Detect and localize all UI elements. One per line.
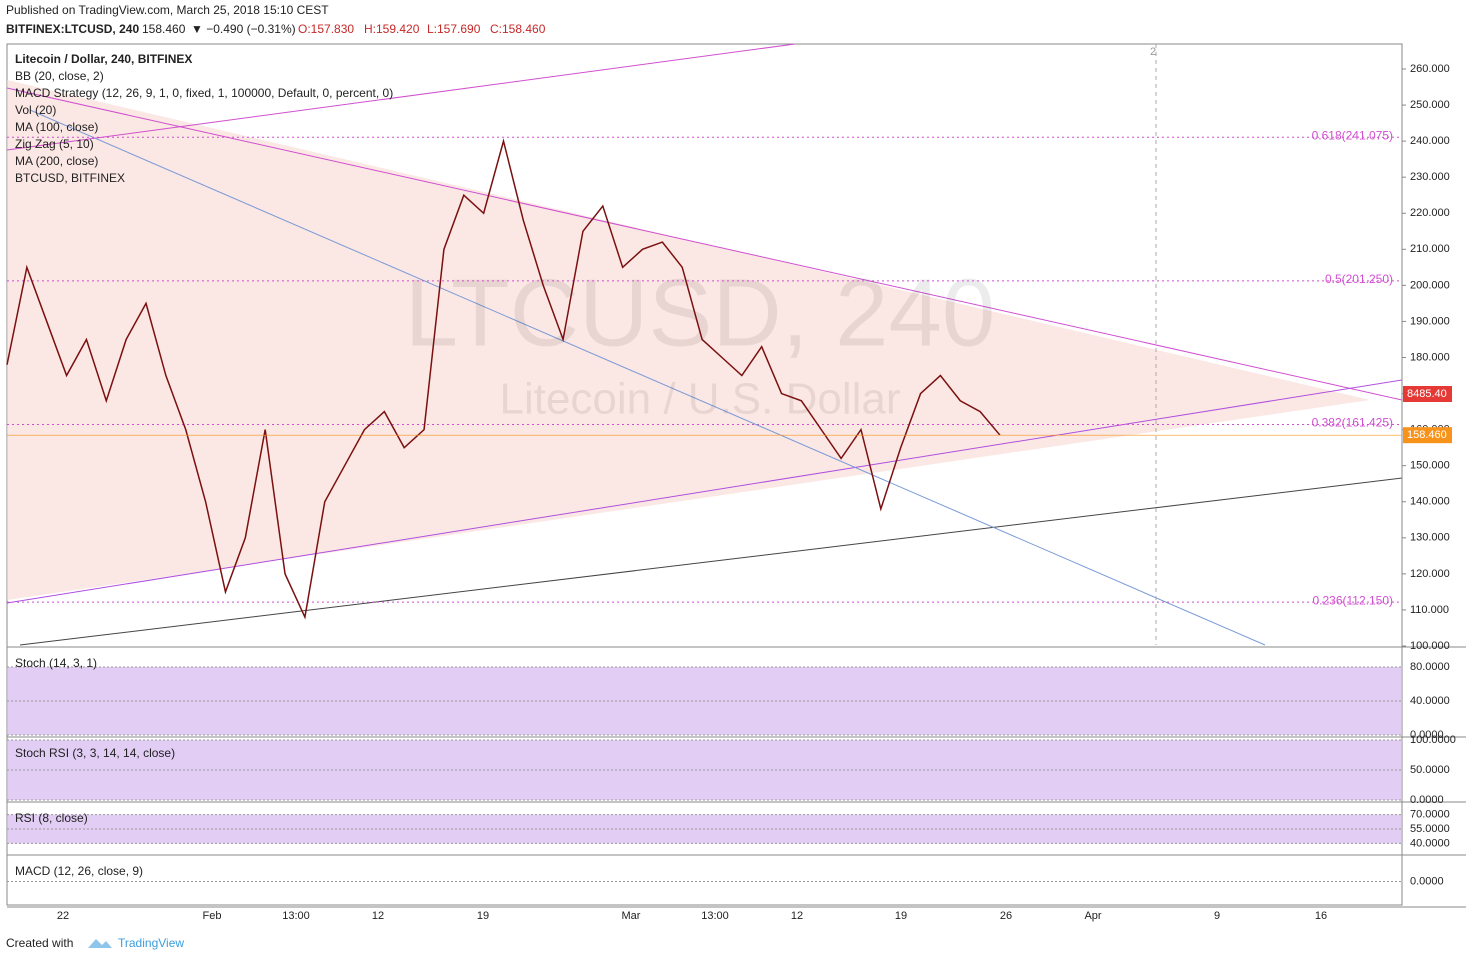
legend-item: Vol (20) [15,103,56,117]
y-tick-label: 230.000 [1410,171,1450,183]
trend-line [29,109,1266,646]
y-tick-label: 140.000 [1410,496,1450,508]
x-tick-label: 13:00 [282,910,310,922]
watermark: LTCUSD, 240 [405,259,995,366]
y-tick-label: 110.000 [1410,604,1449,616]
y-tick-label: 70.0000 [1410,809,1450,821]
watermark: Litecoin / U.S. Dollar [499,375,900,424]
x-tick-label: 16 [1315,910,1327,922]
trend-line [6,379,1403,604]
y-tick-label: 240.000 [1410,135,1450,147]
fib-label: 0.236(112.150) [1312,593,1393,607]
y-tick-label: 120.000 [1410,568,1450,580]
last: 158.460 [142,22,186,36]
y-tick-label: 250.000 [1410,99,1450,111]
y-tick-label: 100.000 [1410,640,1450,652]
price-badge [1403,427,1452,444]
x-tick-label: Apr [1084,910,1101,922]
y-tick-label: 200.000 [1410,279,1450,291]
low: L:157.690 [427,22,481,36]
trend-line [6,43,796,151]
open: O:157.830 [298,22,354,36]
price-badge [1403,386,1452,402]
symbol: BITFINEX:LTCUSD, 240 [6,22,139,36]
published: Published on TradingView.com, March 25, … [6,3,329,17]
fib-label: 0.618(241.075) [1312,128,1393,142]
legend-item: MA (200, close) [15,154,98,168]
triangle [7,80,1370,600]
marker: 2 [1150,46,1156,58]
y-tick-label: 40.0000 [1410,695,1450,707]
pane-title: MACD (12, 26, close, 9) [15,864,143,878]
x-tick-label: 13:00 [701,910,729,922]
footer: Created with [6,936,73,950]
fib-label: 0.382(161.425) [1312,416,1393,430]
y-tick-label: 40.0000 [1410,837,1450,849]
pane-title: RSI (8, close) [15,811,88,825]
legend-item: MACD Strategy (12, 26, 9, 1, 0, fixed, 1… [15,86,393,100]
y-tick-label: 0.0000 [1410,794,1444,806]
y-tick-label: 50.0000 [1410,764,1450,776]
trend-line [19,477,1403,646]
x-tick-label: Feb [203,910,222,922]
x-tick-label: 26 [1000,910,1012,922]
legend-item: BB (20, close, 2) [15,69,104,83]
x-tick-label: 12 [791,910,803,922]
close: C:158.460 [490,22,546,36]
y-tick-label: 210.000 [1410,243,1450,255]
legend-item: BTCUSD, BITFINEX [15,171,125,185]
x-tick-label: 19 [895,910,907,922]
y-tick-label: 100.0000 [1410,734,1456,746]
high: H:159.420 [364,22,420,36]
y-tick-label: 260.000 [1410,63,1450,75]
legend-item: MA (100, close) [15,120,98,134]
y-tick-label: 80.0000 [1410,661,1450,673]
change: ▼ −0.490 (−0.31%) [191,22,296,36]
y-tick-label: 55.0000 [1410,823,1450,835]
pane-title: Stoch RSI (3, 3, 14, 14, close) [15,746,175,760]
price-badge-label: 8485.40 [1407,388,1447,400]
y-tick-label: 130.000 [1410,532,1450,544]
x-tick-label: 19 [477,910,489,922]
y-tick-label: 150.000 [1410,460,1450,472]
y-tick-label: 180.000 [1410,351,1450,363]
logo [88,939,112,948]
x-tick-label: Mar [622,910,641,922]
trend-line [6,87,1403,401]
price-badge-label: 158.460 [1407,429,1447,441]
legend-item: Litecoin / Dollar, 240, BITFINEX [15,52,192,66]
y-tick-label: 190.000 [1410,315,1450,327]
y-tick-label: 220.000 [1410,207,1450,219]
pane-title: Stoch (14, 3, 1) [15,656,97,670]
brand: TradingView [118,936,184,950]
legend-item: Zig Zag (5, 10) [15,137,94,151]
price-line [6,138,1001,620]
y-tick-label: 0.0000 [1410,875,1444,887]
y-tick-label: 0.0000 [1410,729,1444,741]
x-tick-label: 9 [1214,910,1220,922]
x-tick-label: 22 [57,910,69,922]
fib-label: 0.5(201.250) [1325,272,1393,286]
x-tick-label: 12 [372,910,384,922]
